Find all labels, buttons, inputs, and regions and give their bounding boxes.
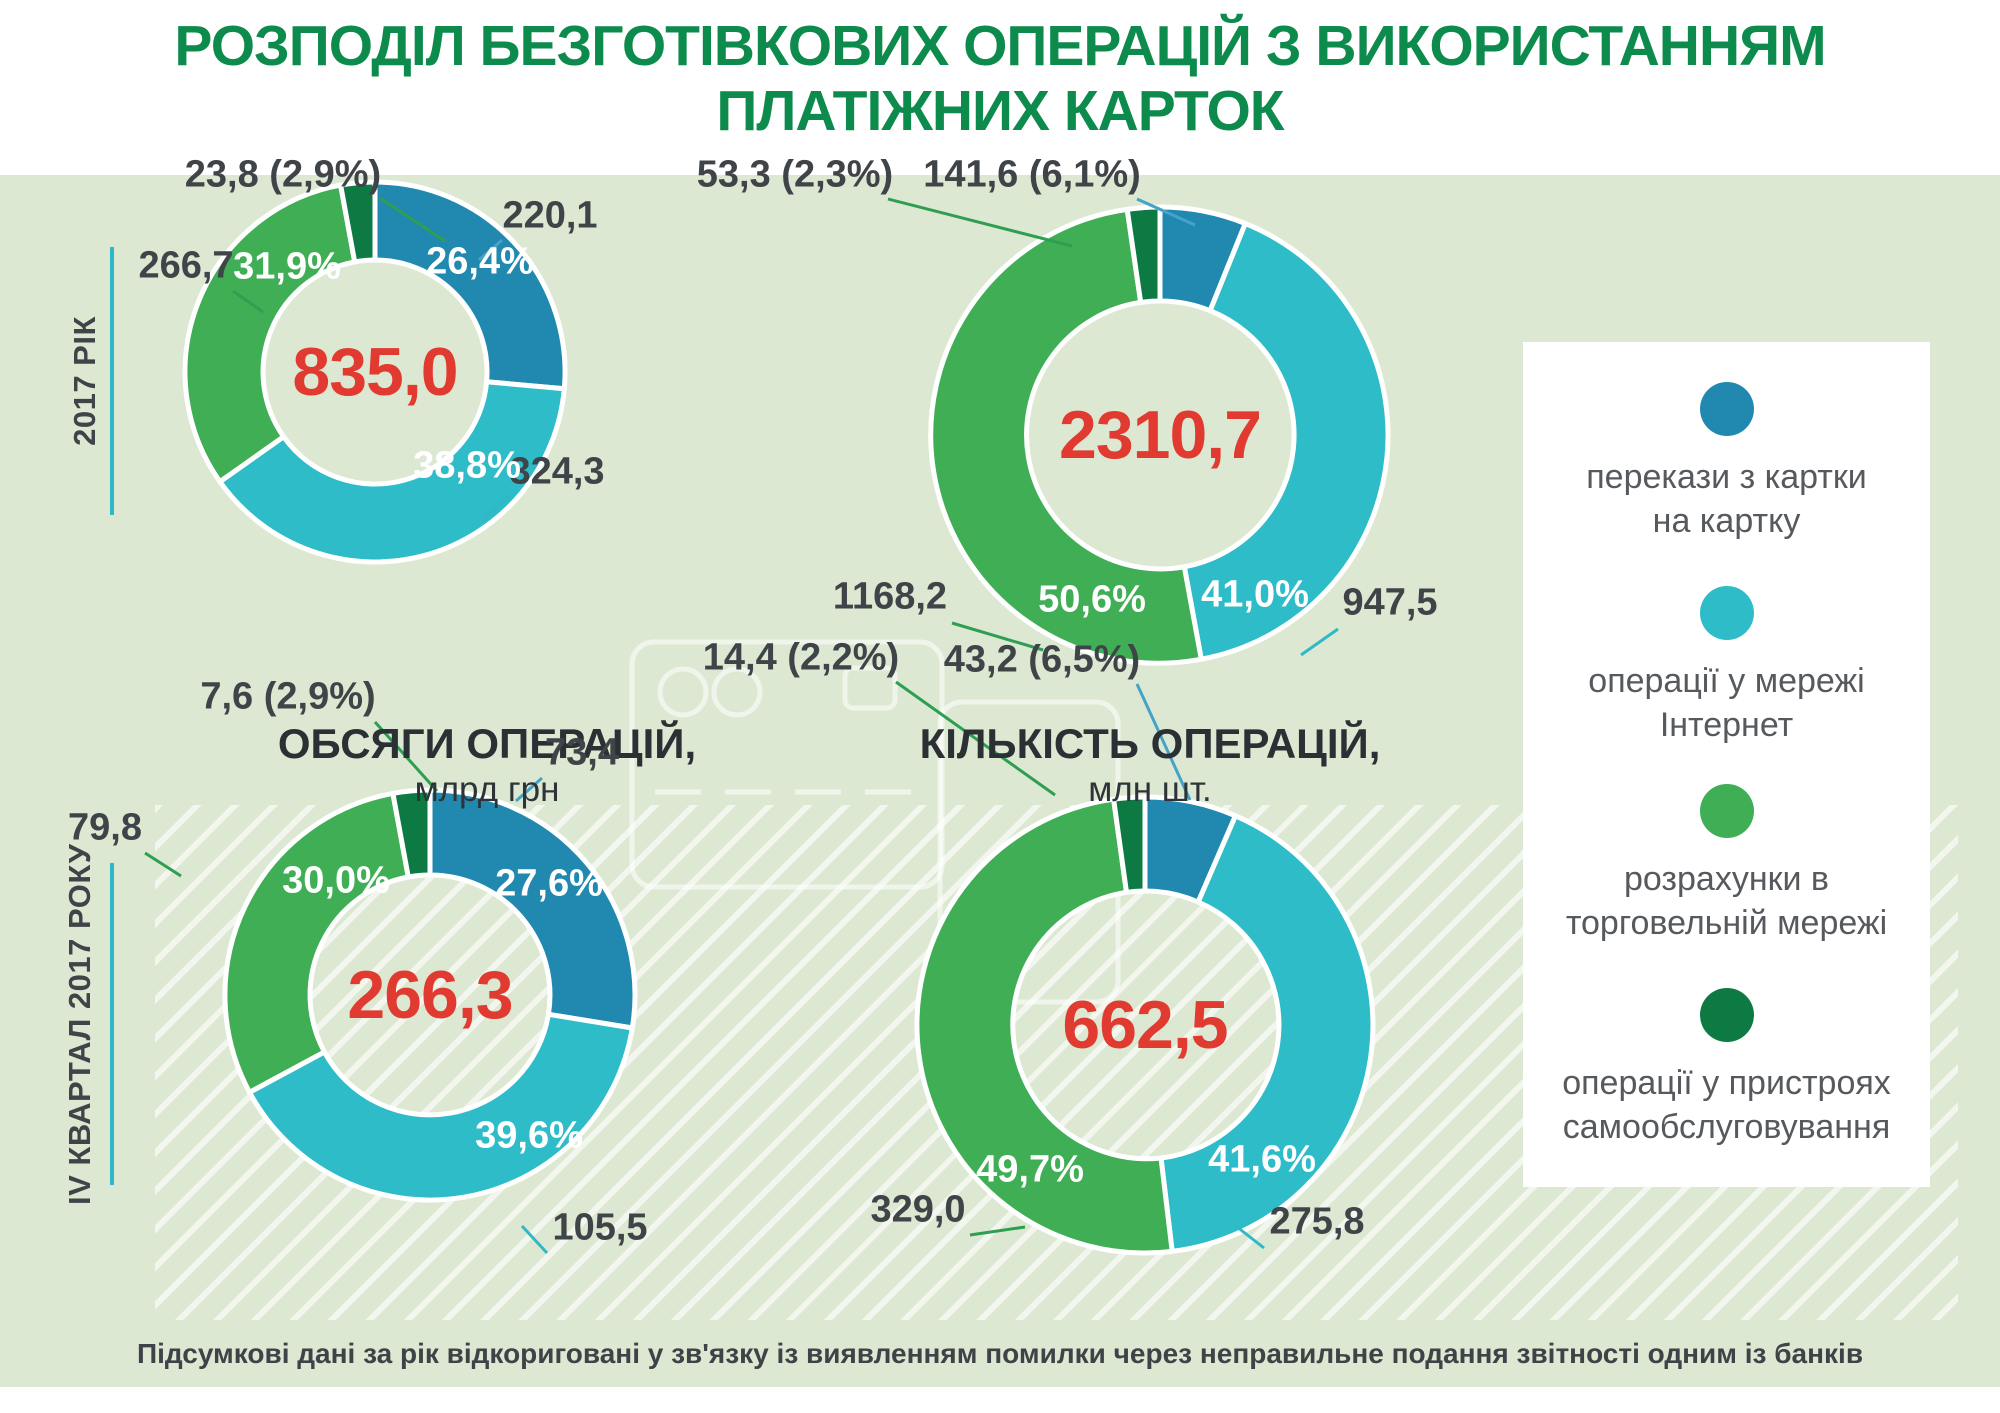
legend-card2card-line1: перекази з картки — [1586, 458, 1867, 496]
donut-1-slice-1 — [1181, 221, 1391, 662]
donut-charts — [182, 179, 1391, 1256]
label-connector-lines — [144, 196, 1339, 1255]
donut-3-slice-3 — [1111, 794, 1148, 895]
callout-retail-q4-count: 329,0 — [870, 1188, 966, 1231]
donut-2-slice-3 — [390, 787, 433, 880]
total-q4-count: 662,5 — [1062, 987, 1228, 1063]
callout-internet-2017-volume: 324,3 — [509, 450, 605, 493]
row-divider-line-1 — [110, 247, 114, 515]
legend-item-internet: операції у мережі Інтернет — [1523, 586, 1930, 747]
legend-selfservice-line1: операції у пристроях — [1562, 1064, 1891, 1102]
legend-item-selfservice: операції у пристроях самообслуговування — [1523, 988, 1930, 1149]
callout-selfservice-q4-volume: 7,6 (2,9%) — [200, 675, 376, 718]
donut-2-slice-1 — [247, 1011, 635, 1203]
donut-1-slice-2 — [928, 206, 1204, 666]
legend-retail-line2: торговельній мережі — [1565, 904, 1888, 943]
column-title-counts: КІЛЬКІСТЬ ОПЕРАЦІЙ, — [919, 720, 1381, 767]
internet-color-dot — [1699, 586, 1754, 640]
row-label-2017-year: 2017 РІК — [67, 316, 102, 446]
legend-label-selfservice: операції у пристроях самообслуговування — [1523, 1061, 1930, 1149]
pct-internet-q4-volume: 39,6% — [475, 1114, 583, 1157]
column-subtitle-counts: млн шт. — [1088, 770, 1212, 809]
column-subtitle-volumes: млрд грн — [414, 770, 560, 809]
legend-item-retail: розрахунки в торговельній мережі — [1523, 784, 1930, 945]
footnote: Підсумкові дані за рік відкориговані у з… — [136, 1338, 1864, 1369]
pct-retail-q4-volume: 30,0% — [282, 859, 390, 902]
card2card-color-dot — [1699, 382, 1754, 436]
pct-card2card-q4-volume: 27,6% — [495, 862, 603, 905]
callout-card2card-q4-count: 43,2 (6,5%) — [943, 638, 1141, 681]
callout-card2card-2017-count: 141,6 (6,1%) — [923, 153, 1141, 196]
selfservice-color-dot — [1699, 988, 1754, 1042]
legend-item-card2card: перекази з картки на картку — [1523, 382, 1930, 543]
legend-card2card-line2: на картку — [1652, 502, 1801, 541]
callout-retail-2017-volume: 266,7 — [138, 244, 234, 287]
pct-internet-q4-count: 41,6% — [1208, 1138, 1316, 1181]
donut-3-slice-1 — [1158, 813, 1376, 1254]
legend: перекази з картки на картку операції у м… — [1523, 342, 1930, 1187]
column-header-counts: КІЛЬКІСТЬ ОПЕРАЦІЙ, млн шт. — [920, 720, 1381, 810]
row-divider-line-2 — [110, 863, 114, 1185]
callout-retail-q4-volume: 79,8 — [68, 806, 142, 849]
legend-selfservice-line2: самообслуговування — [1562, 1108, 1891, 1147]
row-label-q4-2017: IV КВАРТАЛ 2017 РОКУ — [62, 843, 97, 1205]
pct-card2card-2017-volume: 26,4% — [426, 240, 534, 283]
callout-card2card-q4-volume: 73,4 — [545, 731, 619, 774]
donut-2-slice-2 — [222, 790, 411, 1095]
legend-label-internet: операції у мережі Інтернет — [1523, 659, 1930, 747]
total-2017-volume: 835,0 — [292, 334, 458, 410]
legend-retail-line1: розрахунки в — [1624, 860, 1829, 898]
pct-retail-q4-count: 49,7% — [976, 1148, 1084, 1191]
callout-retail-2017-count: 1168,2 — [832, 575, 948, 618]
legend-label-card2card: перекази з картки на картку — [1523, 455, 1930, 543]
retail-color-dot — [1699, 784, 1754, 838]
legend-internet-line1: операції у мережі — [1588, 662, 1865, 700]
legend-label-retail: розрахунки в торговельній мережі — [1523, 857, 1930, 945]
column-title-volumes: ОБСЯГИ ОПЕРАЦІЙ, — [277, 720, 697, 767]
pct-retail-2017-count: 50,6% — [1038, 578, 1146, 621]
page-title-line-1: РОЗПОДІЛ БЕЗГОТІВКОВИХ ОПЕРАЦІЙ З ВИКОРИ… — [174, 14, 1826, 78]
column-header-volumes: ОБСЯГИ ОПЕРАЦІЙ, млрд грн — [278, 720, 696, 810]
callout-selfservice-2017-volume: 23,8 (2,9%) — [184, 153, 382, 196]
callout-internet-2017-count: 947,5 — [1342, 581, 1438, 624]
page-title-line-2: ПЛАТІЖНИХ КАРТОК — [716, 78, 1284, 143]
callout-selfservice-q4-count: 14,4 (2,2%) — [702, 636, 900, 679]
callout-card2card-2017-volume: 220,1 — [502, 194, 598, 237]
pct-internet-2017-volume: 38,8% — [413, 444, 521, 487]
donut-3-slice-2 — [914, 796, 1175, 1256]
legend-internet-line2: Інтернет — [1659, 706, 1794, 745]
donut-0-slice-1 — [217, 379, 567, 565]
donut-0-slice-0 — [372, 179, 568, 392]
callout-internet-q4-count: 275,8 — [1269, 1200, 1365, 1243]
donut-2-slice-0 — [427, 787, 638, 1031]
donut-1-slice-3 — [1124, 204, 1163, 305]
page-title: РОЗПОДІЛ БЕЗГОТІВКОВИХ ОПЕРАЦІЙ З ВИКОРИ… — [0, 14, 2000, 144]
total-q4-volume: 266,3 — [347, 957, 513, 1033]
pct-retail-2017-volume: 31,9% — [233, 245, 341, 288]
callout-selfservice-2017-count: 53,3 (2,3%) — [696, 153, 894, 196]
total-2017-count: 2310,7 — [1059, 397, 1262, 473]
pct-internet-2017-count: 41,0% — [1201, 573, 1309, 616]
donut-0-slice-3 — [338, 179, 378, 265]
donut-0-slice-2 — [182, 182, 358, 485]
callout-internet-q4-volume: 105,5 — [552, 1206, 648, 1249]
